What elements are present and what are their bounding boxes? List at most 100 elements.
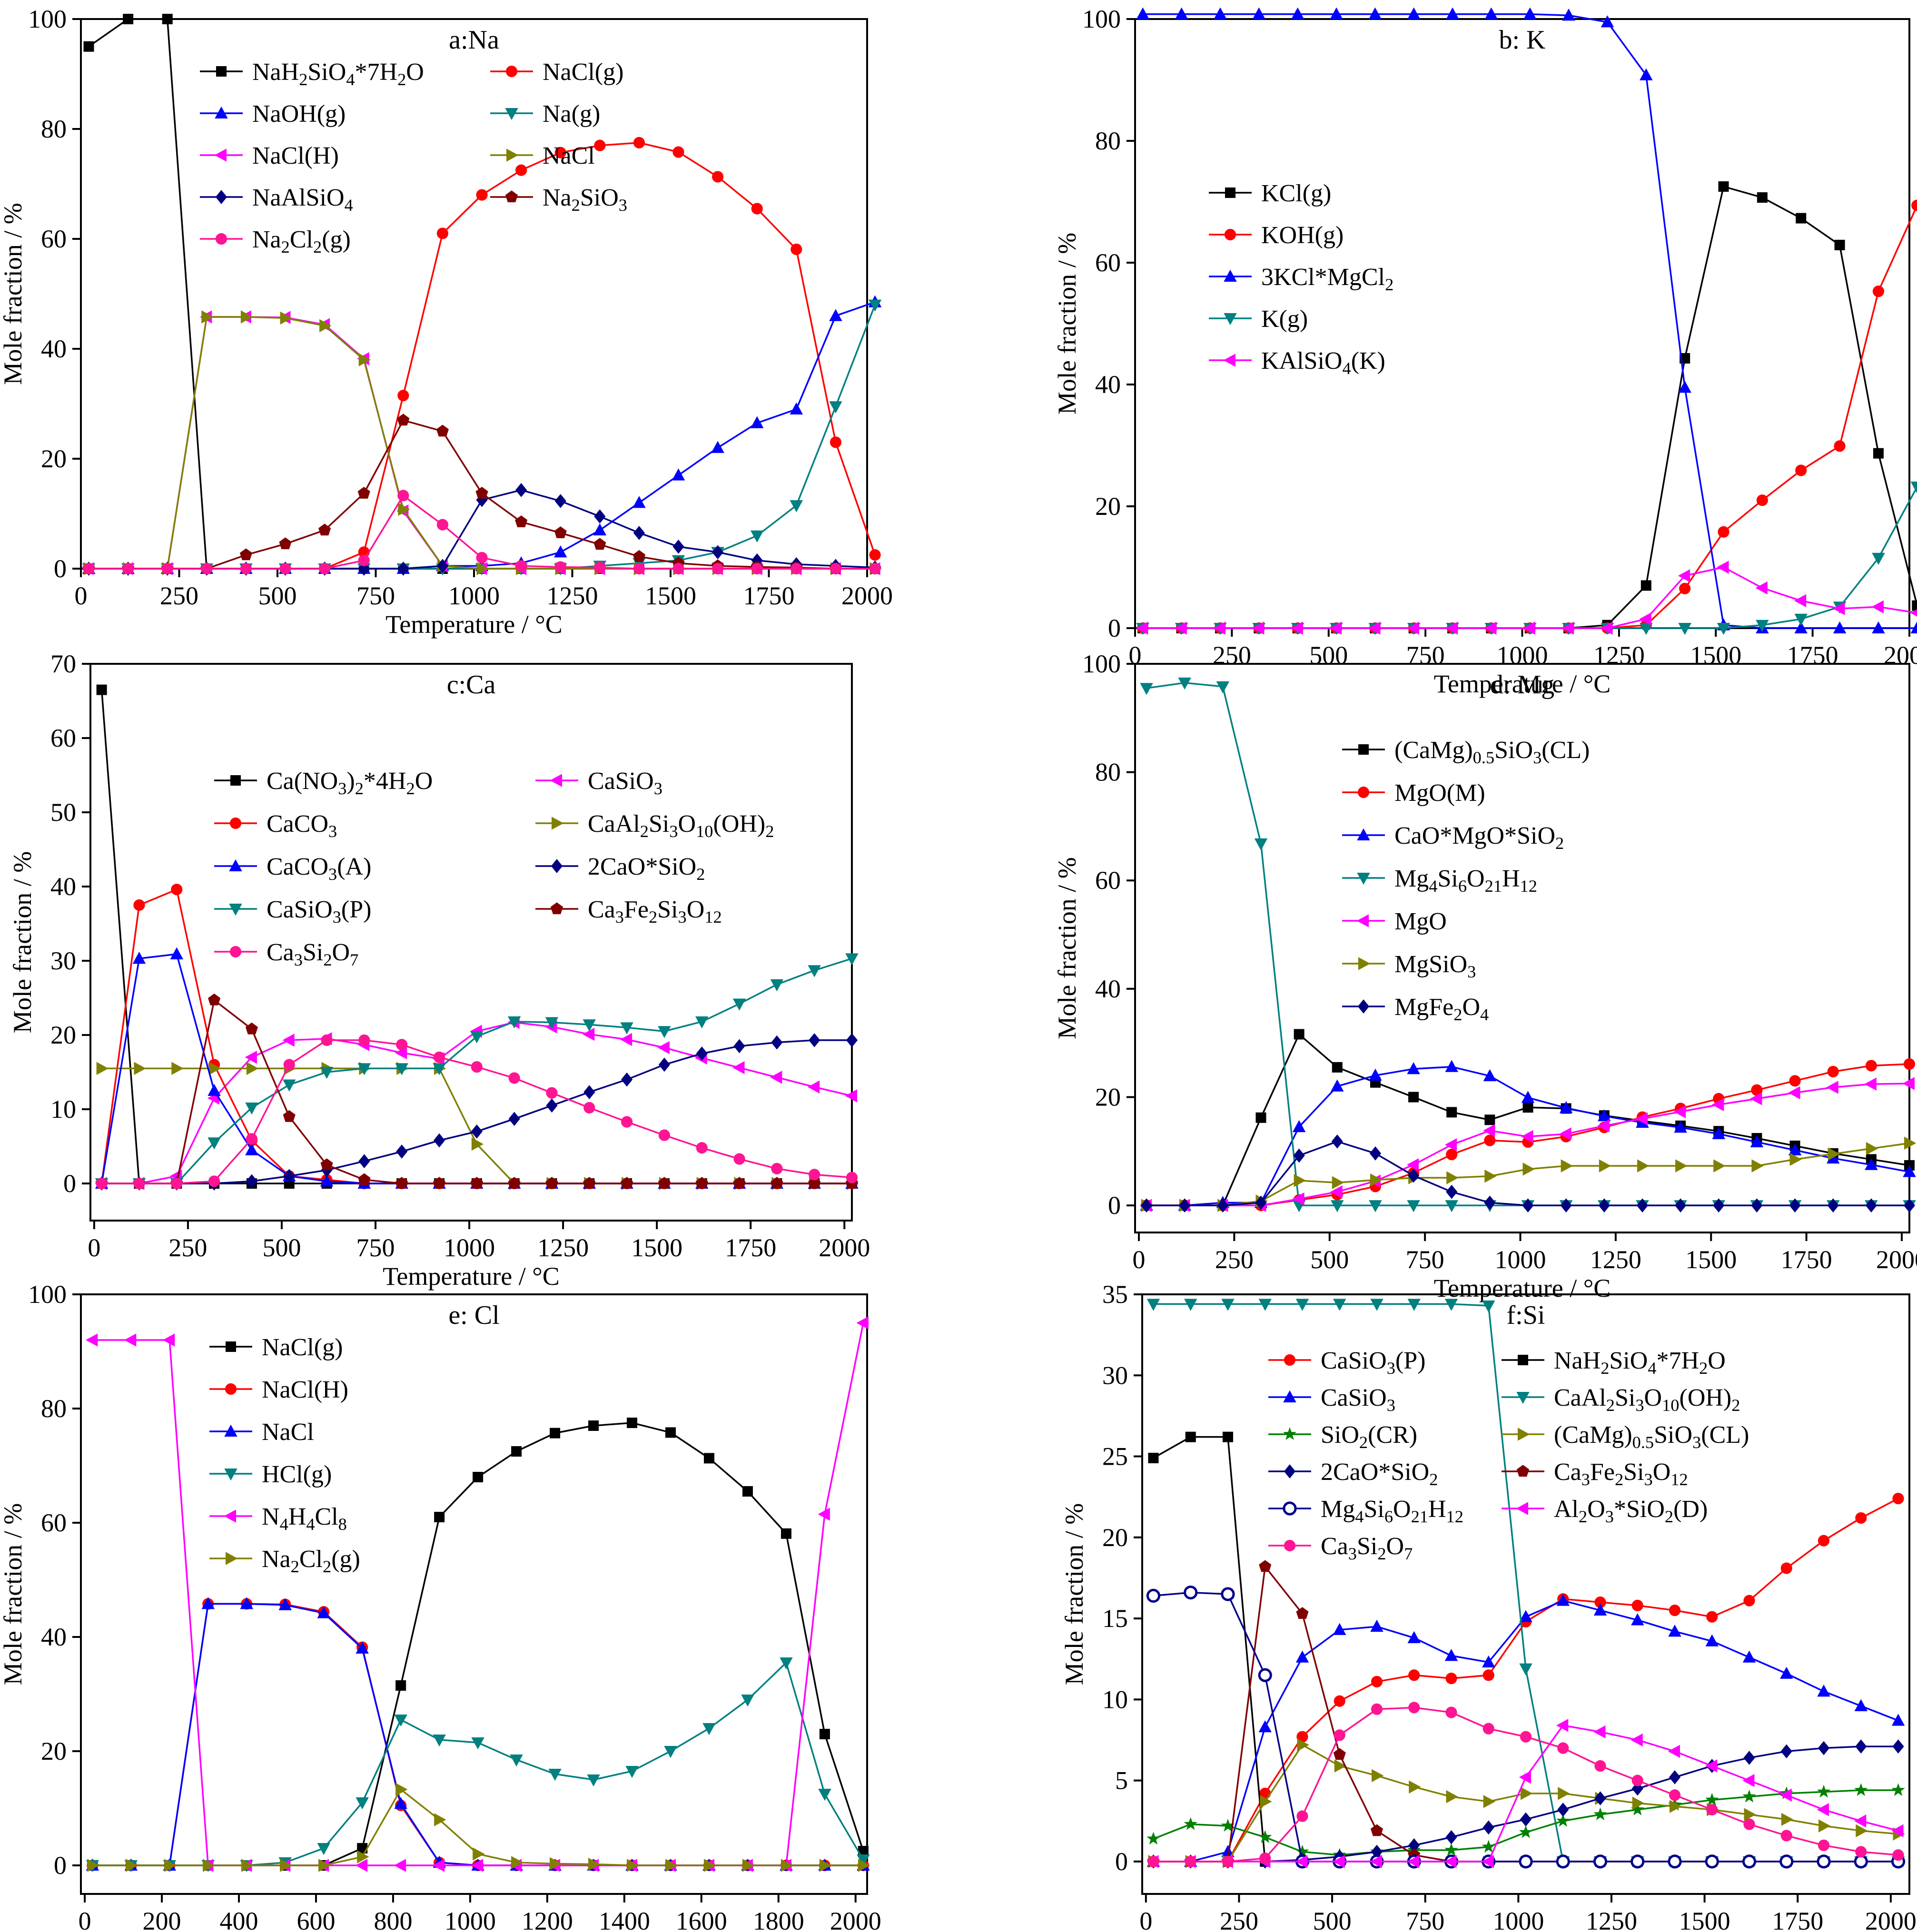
data-point xyxy=(1482,1840,1495,1853)
data-point xyxy=(1333,1855,1345,1868)
x-tick-label: 750 xyxy=(356,1233,395,1262)
data-point xyxy=(508,1072,520,1084)
chart-title: e: Cl xyxy=(448,1301,499,1330)
data-point xyxy=(1296,1607,1309,1619)
data-point xyxy=(819,1859,832,1872)
x-tick-label: 2000 xyxy=(1865,1907,1917,1932)
y-axis-label: Mole fraction / % xyxy=(0,1503,27,1685)
data-point xyxy=(554,526,567,539)
data-point xyxy=(87,1859,99,1872)
data-point xyxy=(621,1116,633,1128)
data-point xyxy=(1556,1854,1570,1869)
legend-entry-naoh-g: NaOH(g) xyxy=(200,100,346,128)
data-point xyxy=(397,414,410,426)
x-tick-label: 250 xyxy=(168,1233,207,1262)
data-point xyxy=(750,530,764,542)
legend-entry-ca3fe2si3o12: Ca3Fe2Si3O12 xyxy=(1502,1459,1688,1489)
data-point xyxy=(751,553,763,568)
data-point xyxy=(471,1061,483,1073)
data-point xyxy=(1222,1431,1233,1442)
data-point xyxy=(1407,1062,1420,1074)
data-point xyxy=(664,1746,677,1758)
data-point xyxy=(1903,1165,1916,1177)
data-point xyxy=(1794,594,1807,608)
data-point xyxy=(1258,1720,1272,1733)
data-point xyxy=(594,139,606,151)
data-point xyxy=(1630,1733,1643,1747)
data-point xyxy=(1818,1839,1830,1851)
data-point xyxy=(245,1051,257,1064)
x-tick-label: 2000 xyxy=(841,582,893,610)
legend-label: NaCl(g) xyxy=(262,1334,343,1361)
data-point xyxy=(809,1033,820,1047)
y-tick-label: 20 xyxy=(1095,492,1121,521)
data-point xyxy=(627,1859,639,1872)
x-tick-label: 2000 xyxy=(1884,641,1917,670)
x-tick-label: 1000 xyxy=(1492,1907,1544,1932)
data-point xyxy=(473,1472,484,1482)
data-point xyxy=(1521,1787,1533,1800)
data-point xyxy=(1705,1854,1719,1869)
data-point xyxy=(395,1177,408,1189)
data-point xyxy=(1743,1751,1755,1765)
data-point xyxy=(436,559,449,573)
data-point xyxy=(846,1033,858,1047)
legend-label: Na2SiO3 xyxy=(543,184,627,215)
legend-label: NaH2SiO4*7H2O xyxy=(1554,1347,1726,1378)
data-point xyxy=(510,1755,523,1767)
legend-marker xyxy=(1283,1501,1297,1516)
data-point xyxy=(398,503,410,516)
data-point xyxy=(1788,1086,1800,1100)
data-point xyxy=(282,1034,295,1047)
x-tick-label: 500 xyxy=(1313,1907,1352,1932)
data-point xyxy=(1856,1824,1868,1837)
data-point xyxy=(550,1428,561,1439)
x-tick-label: 0 xyxy=(75,582,88,610)
data-point xyxy=(1788,1143,1802,1156)
legend-marker xyxy=(215,190,227,204)
data-point xyxy=(621,1177,633,1189)
legend-marker xyxy=(1284,1354,1296,1366)
legend-marker xyxy=(550,774,562,787)
series-hcl-g xyxy=(86,1657,870,1873)
legend-label: NaCl xyxy=(543,142,595,169)
data-point xyxy=(1556,1594,1570,1606)
x-tick-label: 800 xyxy=(374,1907,412,1932)
legend-marker xyxy=(1357,999,1370,1014)
data-point xyxy=(1781,1813,1794,1826)
data-point xyxy=(508,1112,520,1126)
data-point xyxy=(1523,621,1535,635)
data-point xyxy=(1669,1789,1681,1801)
chart-panel-e: 0 200 400 600 800 1000 1200 1400 1600 1800 2000 0 20… xyxy=(0,1280,881,1932)
x-tick-label: 750 xyxy=(1406,641,1445,670)
data-point xyxy=(1445,1200,1458,1212)
data-point xyxy=(357,1063,371,1075)
legend-entry-mgo-m: MgO(M) xyxy=(1342,779,1485,807)
data-point xyxy=(358,1154,370,1169)
y-tick-label: 60 xyxy=(50,724,76,752)
data-point xyxy=(1334,1695,1345,1707)
data-point xyxy=(358,562,370,576)
data-point xyxy=(1371,1703,1383,1715)
data-point xyxy=(476,552,488,563)
series-na2sio3 xyxy=(82,414,881,574)
data-point xyxy=(1601,15,1614,28)
legend-label: Ca3Si2O7 xyxy=(267,939,358,969)
data-point xyxy=(1743,1818,1755,1830)
data-point xyxy=(1594,1596,1606,1608)
data-point xyxy=(171,884,183,896)
series-line xyxy=(92,1603,863,1866)
x-axis-label: Temperature / °C xyxy=(383,1262,560,1291)
series-line xyxy=(92,1603,863,1866)
data-point xyxy=(433,1063,446,1075)
series-line xyxy=(1143,13,1917,629)
data-point xyxy=(732,1061,745,1074)
data-point xyxy=(1756,620,1769,632)
data-point xyxy=(1369,1200,1382,1212)
legend-marker xyxy=(224,1469,237,1481)
y-tick-label: 0 xyxy=(54,1851,67,1880)
data-point xyxy=(1854,1783,1868,1796)
data-point xyxy=(588,1857,601,1871)
data-point xyxy=(1329,621,1342,635)
data-point xyxy=(808,1177,821,1189)
